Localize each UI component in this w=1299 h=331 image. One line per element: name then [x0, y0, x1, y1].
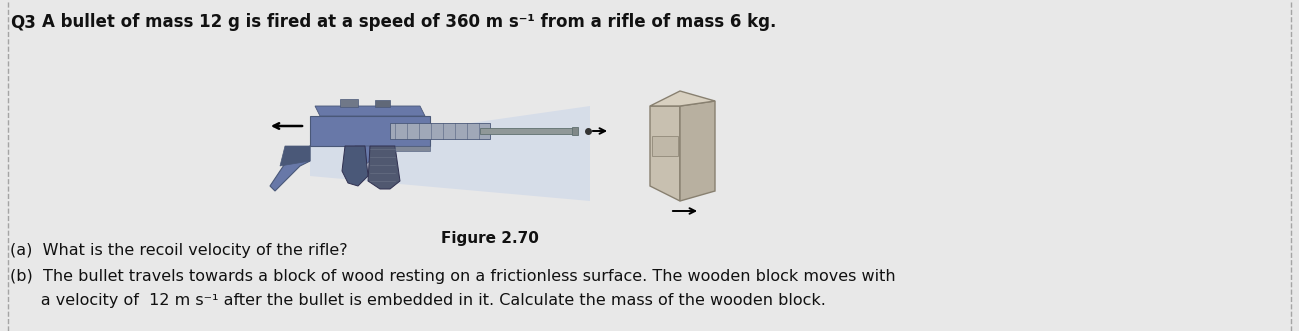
- Polygon shape: [650, 106, 679, 201]
- Text: (b)  The bullet travels towards a block of wood resting on a frictionless surfac: (b) The bullet travels towards a block o…: [10, 269, 895, 284]
- Bar: [395, 146, 430, 151]
- Text: (a)  What is the recoil velocity of the rifle?: (a) What is the recoil velocity of the r…: [10, 243, 348, 258]
- Bar: [572, 127, 578, 135]
- Polygon shape: [281, 146, 310, 166]
- Text: Q3: Q3: [10, 13, 36, 31]
- Bar: [481, 128, 575, 134]
- Polygon shape: [368, 146, 400, 189]
- Polygon shape: [270, 146, 310, 191]
- Polygon shape: [650, 91, 714, 106]
- Polygon shape: [679, 101, 714, 201]
- Polygon shape: [352, 146, 370, 169]
- Text: a velocity of  12 m s⁻¹ after the bullet is embedded in it. Calculate the mass o: a velocity of 12 m s⁻¹ after the bullet …: [10, 293, 826, 308]
- Polygon shape: [310, 116, 430, 146]
- Polygon shape: [314, 106, 425, 116]
- Text: A bullet of mass 12 g is fired at a speed of 360 m s⁻¹ from a rifle of mass 6 kg: A bullet of mass 12 g is fired at a spee…: [42, 13, 777, 31]
- Text: Figure 2.70: Figure 2.70: [442, 231, 539, 246]
- Bar: [652, 136, 678, 156]
- Polygon shape: [310, 106, 590, 201]
- Bar: [340, 99, 359, 107]
- Polygon shape: [390, 123, 490, 139]
- Polygon shape: [342, 146, 368, 186]
- Bar: [375, 100, 390, 107]
